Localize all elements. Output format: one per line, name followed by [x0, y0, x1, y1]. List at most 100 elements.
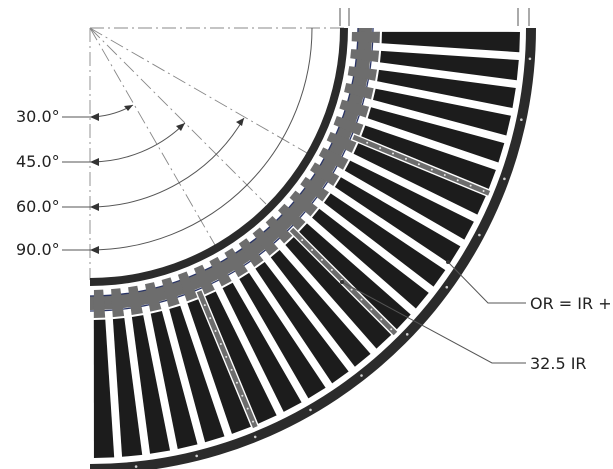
outer-radius-callout: OR = IR + BI — [530, 294, 613, 313]
outer-radius-leader — [447, 261, 526, 304]
brace-rivet — [390, 328, 393, 331]
brace-rivet — [214, 330, 217, 333]
brace-rivet — [219, 342, 222, 345]
rail-rivet — [405, 333, 409, 336]
roller — [379, 50, 519, 81]
roller-end-cap — [128, 285, 143, 315]
brace-rivet — [209, 317, 212, 320]
roller-end-cap — [265, 216, 293, 244]
rail-rivet — [134, 465, 138, 468]
roller-end-cap — [289, 190, 318, 217]
construction-lines — [89, 8, 530, 280]
brace-rivet — [482, 190, 485, 193]
brace-rivet — [311, 249, 314, 252]
roller-end-cap — [300, 176, 329, 202]
roller — [285, 237, 392, 349]
rail-rivet — [503, 177, 506, 181]
dim-arc-45 — [89, 122, 186, 163]
roller — [270, 250, 371, 367]
roller — [377, 69, 516, 109]
roller-end-cap — [278, 203, 306, 231]
roller — [344, 160, 474, 240]
rail-rivet — [309, 408, 312, 412]
roller-end-cap — [93, 289, 106, 318]
roller — [239, 272, 326, 399]
rail-rivet — [520, 118, 523, 121]
roller-end-cap — [144, 282, 162, 312]
dim-arrow-45 — [176, 123, 185, 131]
dim-arrow-30-left — [90, 113, 99, 121]
rail-rivet — [195, 454, 198, 458]
brace-rivet — [225, 355, 228, 358]
brace-rivet — [235, 381, 238, 384]
brace-rivet — [392, 152, 395, 155]
roller — [169, 305, 225, 443]
cross-brace-1 — [352, 134, 491, 196]
roller-end-cap — [333, 115, 364, 136]
dim-arc-90 — [89, 27, 313, 251]
roller-end-cap — [161, 277, 180, 308]
roller — [312, 208, 429, 309]
dim-arrow-90-left — [90, 246, 99, 254]
roller — [112, 317, 143, 457]
ray-45-line — [89, 27, 267, 205]
brace-rivet — [301, 239, 304, 242]
roller-end-cap — [111, 288, 125, 318]
rail-rivet — [360, 374, 363, 377]
brace-rivet — [379, 147, 382, 150]
rail-rivet — [478, 233, 481, 237]
roller — [93, 319, 115, 458]
roller-end-cap — [224, 248, 248, 278]
roller — [323, 193, 446, 287]
roller-end-cap — [238, 238, 264, 267]
brace-rivet — [252, 420, 255, 423]
brace-rivet — [430, 168, 433, 171]
brace-rivet — [320, 258, 323, 261]
brace-rivet — [203, 304, 206, 307]
brace-rivet — [404, 157, 407, 160]
roller-end-cap — [193, 264, 215, 295]
brace-rivet — [456, 179, 459, 182]
brace-rivet — [350, 288, 353, 291]
roller-end-cap — [310, 162, 340, 186]
outer-radius-leader-dot — [446, 260, 450, 264]
angle-label-30: 30.0° — [16, 107, 60, 126]
ray-30-line — [89, 27, 308, 154]
brace-rivet — [366, 141, 369, 144]
dim-arc-60 — [89, 117, 245, 208]
inner-radius-leader — [341, 281, 526, 364]
angle-label-60: 60.0° — [16, 197, 60, 216]
roller-end-cap — [347, 66, 377, 81]
roller — [205, 291, 277, 424]
inner-radius-callout: 32.5 IR — [530, 354, 587, 373]
rail-rivet — [445, 285, 449, 289]
dim-arrow-60 — [236, 118, 244, 126]
inner-radius-leader-dot — [340, 280, 344, 284]
roller-end-cap — [318, 147, 349, 170]
brace-rivet — [370, 308, 373, 311]
brace-rivet — [230, 368, 233, 371]
roller-end-cap — [351, 31, 380, 44]
roller — [361, 125, 496, 189]
brace-rivet — [443, 173, 446, 176]
rail-rivet — [253, 435, 257, 439]
roller-end-cap — [209, 256, 232, 287]
roller — [373, 88, 511, 136]
brace-rivet — [360, 298, 363, 301]
roller — [187, 299, 251, 434]
angle-dimensions: 30.0° 45.0° 60.0° 90.0° — [16, 27, 313, 259]
brace-rivet — [330, 268, 333, 271]
roller-end-cap — [350, 49, 380, 63]
roller-end-cap — [252, 227, 279, 256]
roller — [367, 107, 505, 163]
angle-label-45: 45.0° — [16, 152, 60, 171]
dim-arrow-30 — [124, 105, 133, 111]
roller — [353, 143, 486, 215]
roller — [150, 311, 198, 449]
angle-label-90: 90.0° — [16, 240, 60, 259]
roller-end-cap — [326, 131, 357, 153]
roller — [222, 282, 302, 412]
roller — [381, 31, 520, 53]
dim-arrow-45-left — [90, 158, 99, 166]
